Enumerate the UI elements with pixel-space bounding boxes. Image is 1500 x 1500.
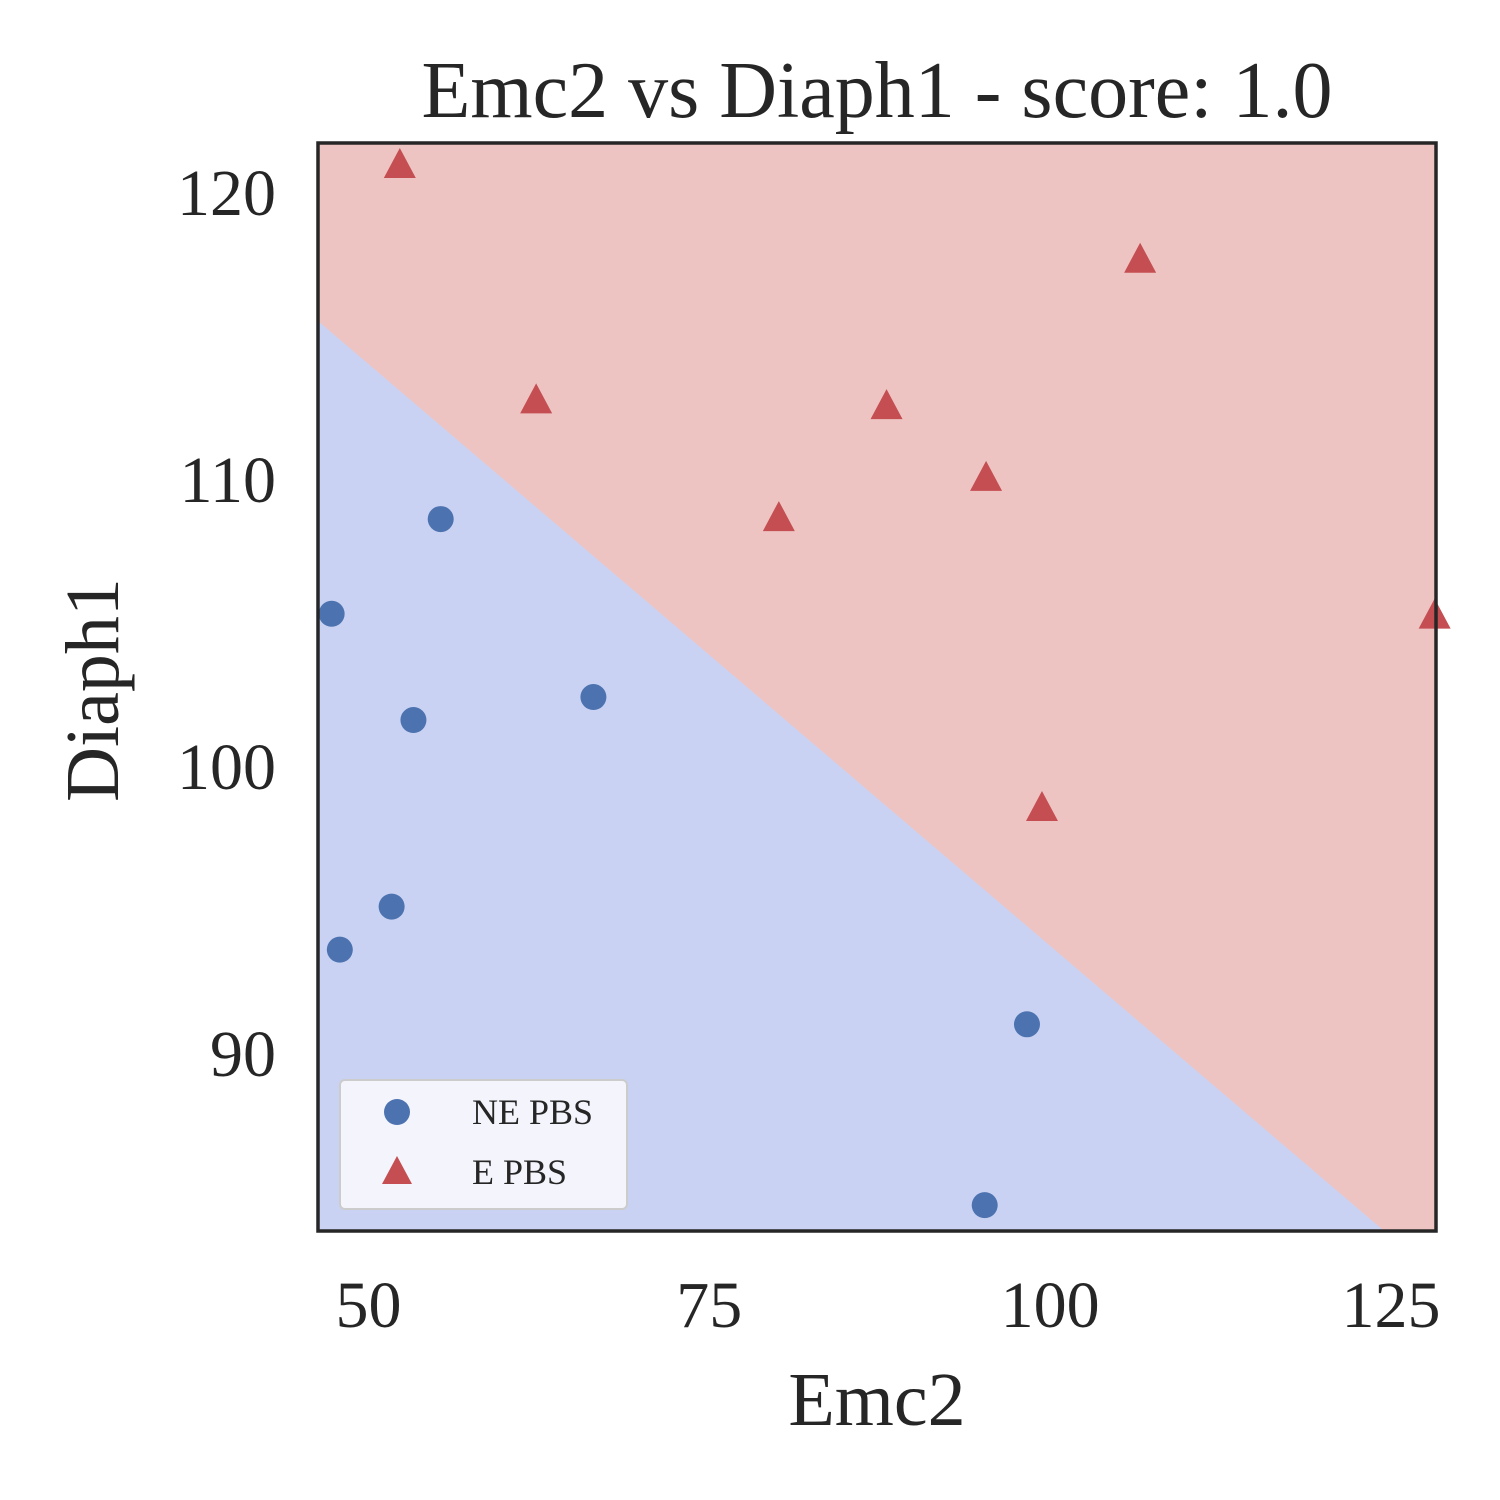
point-e-pbs xyxy=(1124,242,1157,273)
decision-regions xyxy=(318,143,1436,1232)
legend-box xyxy=(339,1079,628,1210)
point-ne-pbs xyxy=(400,707,427,734)
point-e-pbs xyxy=(383,147,416,178)
legend-label-ne-pbs: NE PBS xyxy=(472,1092,593,1132)
y-ticks: 90 100 110 120 xyxy=(177,157,276,1091)
x-tick-label: 75 xyxy=(676,1269,742,1342)
y-tick-label: 100 xyxy=(177,731,276,804)
legend-marker-e-pbs xyxy=(382,1156,412,1184)
point-e-pbs xyxy=(762,501,795,532)
point-ne-pbs xyxy=(971,1192,998,1219)
y-tick-label: 90 xyxy=(210,1018,276,1091)
x-tick-label: 125 xyxy=(1342,1269,1441,1342)
x-tick-label: 50 xyxy=(335,1269,401,1342)
point-ne-pbs xyxy=(326,936,353,963)
region-ne-pbs xyxy=(318,320,1385,1232)
point-e-pbs xyxy=(970,460,1003,491)
chart-title: Emc2 vs Diaph1 - score: 1.0 xyxy=(422,47,1333,135)
point-e-pbs xyxy=(870,389,903,420)
point-ne-pbs xyxy=(580,684,607,711)
y-tick-label: 120 xyxy=(177,157,276,230)
y-axis-label: Diaph1 xyxy=(51,578,135,802)
point-ne-pbs xyxy=(378,893,405,920)
point-ne-pbs xyxy=(318,600,345,627)
x-axis-label: Emc2 xyxy=(788,1358,965,1442)
point-e-pbs xyxy=(520,383,553,414)
point-ne-pbs xyxy=(427,506,454,533)
point-e-pbs xyxy=(1025,791,1058,822)
point-ne-pbs xyxy=(1013,1011,1040,1038)
legend-marker-ne-pbs xyxy=(384,1099,410,1125)
legend: NE PBS E PBS xyxy=(339,1079,628,1210)
y-tick-label: 110 xyxy=(179,444,276,517)
x-ticks: 50 75 100 125 xyxy=(335,1269,1440,1342)
legend-label-e-pbs: E PBS xyxy=(472,1152,567,1192)
plot-frame xyxy=(316,141,1438,1233)
x-tick-label: 100 xyxy=(1001,1269,1100,1342)
